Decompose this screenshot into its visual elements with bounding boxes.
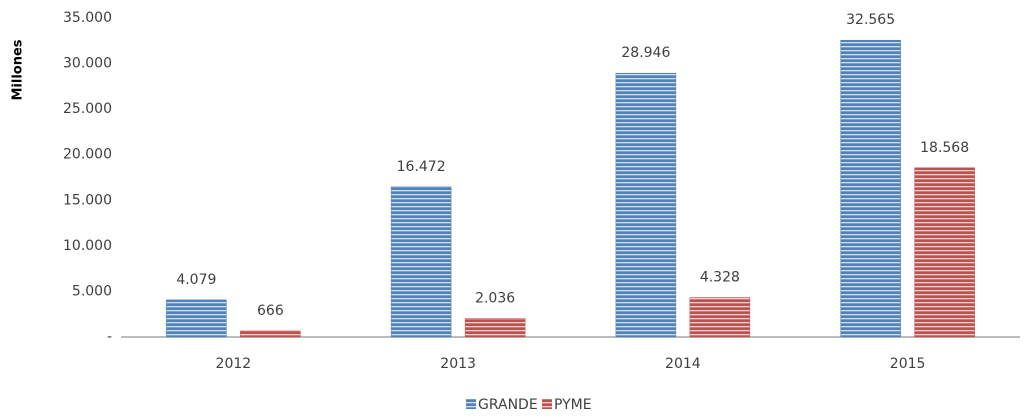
data-label: 2.036 [475, 290, 515, 306]
data-label: 666 [257, 303, 284, 319]
y-tick-label: 25.000 [63, 101, 112, 117]
y-tick-label: 5.000 [72, 283, 112, 299]
bar [240, 330, 301, 338]
data-label: 32.565 [846, 12, 895, 28]
legend-swatch [466, 399, 476, 409]
legend-swatch [542, 399, 552, 409]
legend-label: GRANDE [478, 397, 538, 413]
bar [615, 72, 677, 338]
y-tick-label: - [107, 329, 112, 345]
bar [840, 39, 901, 338]
bar [914, 167, 975, 338]
legend-label: PYME [554, 397, 592, 413]
bar [689, 297, 751, 338]
x-tick-label: 2013 [440, 356, 476, 372]
data-label: 28.946 [621, 45, 670, 61]
x-tick-label: 2015 [890, 356, 926, 372]
y-tick-label: 35.000 [63, 10, 112, 26]
data-label: 4.079 [176, 272, 216, 288]
y-tick-label: 10.000 [63, 238, 112, 254]
bar [464, 318, 526, 338]
data-label: 18.568 [920, 140, 969, 156]
y-tick-label: 30.000 [63, 56, 112, 72]
data-label: 4.328 [700, 270, 740, 286]
y-axis-label: Millones [11, 39, 26, 100]
x-tick-label: 2012 [216, 356, 252, 372]
bar [390, 186, 452, 338]
x-tick-label: 2014 [665, 356, 701, 372]
y-tick-label: 20.000 [63, 147, 112, 163]
data-label: 16.472 [397, 159, 446, 175]
y-tick-label: 15.000 [63, 192, 112, 208]
bar [166, 299, 227, 338]
